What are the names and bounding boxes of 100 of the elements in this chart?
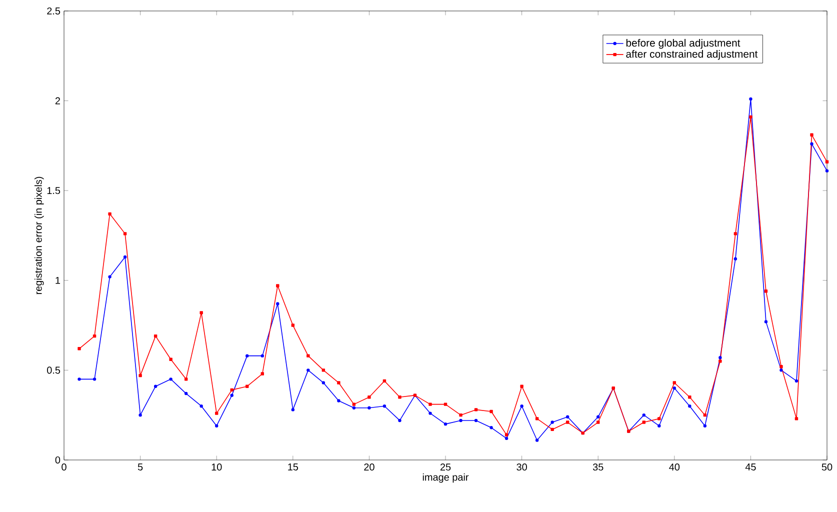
- y-tick-label: 2: [55, 97, 60, 104]
- y-axis-title: registration error (in pixels): [34, 176, 44, 294]
- point: [535, 438, 539, 442]
- point: [291, 324, 295, 327]
- point: [658, 417, 661, 420]
- legend-label: before global adjustment: [626, 38, 740, 49]
- point: [322, 368, 326, 372]
- point: [291, 408, 295, 412]
- point: [352, 402, 356, 406]
- point: [154, 334, 158, 338]
- point: [780, 364, 783, 368]
- point: [474, 408, 478, 412]
- point: [428, 412, 432, 415]
- x-tick-label: 45: [745, 464, 756, 470]
- point: [642, 413, 646, 417]
- point: [92, 334, 96, 338]
- point: [184, 392, 188, 396]
- point: [780, 368, 783, 372]
- point: [474, 418, 478, 422]
- point: [368, 406, 371, 410]
- point: [566, 420, 570, 424]
- point: [200, 404, 203, 408]
- point: [230, 394, 234, 397]
- x-tick-label: 25: [440, 464, 451, 471]
- point: [734, 257, 738, 260]
- point: [596, 420, 600, 424]
- x-tick-label: 15: [288, 464, 298, 470]
- point: [215, 412, 218, 415]
- point: [276, 302, 280, 306]
- point: [734, 232, 738, 236]
- point: [444, 402, 448, 406]
- point: [825, 160, 829, 164]
- point: [490, 426, 493, 430]
- y-tick-label: 0.5: [47, 366, 60, 374]
- point: [123, 255, 127, 259]
- point: [490, 410, 493, 414]
- point: [504, 433, 508, 436]
- point: [246, 384, 249, 388]
- x-tick-label: 20: [364, 464, 374, 471]
- point: [306, 368, 310, 372]
- point: [749, 115, 752, 119]
- point: [108, 275, 112, 278]
- point: [200, 311, 203, 314]
- x-tick-label: 5: [138, 464, 143, 470]
- point: [230, 388, 234, 392]
- point: [169, 358, 172, 362]
- point: [703, 424, 707, 428]
- x-tick-label: 10: [212, 464, 222, 471]
- point: [154, 384, 158, 388]
- point: [92, 378, 96, 381]
- point: [520, 404, 524, 408]
- point: [382, 404, 386, 408]
- point: [810, 133, 814, 137]
- x-tick-label: 0: [62, 464, 66, 471]
- point: [108, 212, 112, 216]
- point: [368, 396, 371, 399]
- point: [337, 399, 340, 402]
- point: [459, 413, 462, 417]
- point: [138, 374, 142, 378]
- point: [246, 354, 249, 358]
- legend-label: after constrained adjustment: [626, 50, 758, 60]
- point: [794, 379, 798, 383]
- point: [658, 424, 661, 428]
- point: [123, 232, 127, 236]
- point: [169, 378, 172, 381]
- point: [794, 417, 798, 420]
- point: [688, 404, 692, 408]
- x-tick-label: 35: [592, 464, 604, 471]
- point: [322, 381, 326, 384]
- x-tick-label: 50: [822, 464, 832, 471]
- point: [642, 420, 646, 424]
- point: [260, 354, 264, 358]
- point: [78, 378, 81, 381]
- point: [260, 372, 264, 376]
- point: [398, 396, 402, 399]
- x-axis-title: image pair: [422, 473, 469, 483]
- point: [672, 381, 676, 384]
- point: [749, 97, 752, 101]
- point: [398, 418, 402, 422]
- point: [138, 413, 142, 417]
- point: [306, 354, 310, 358]
- point: [215, 424, 218, 428]
- point: [703, 413, 707, 417]
- point: [550, 420, 554, 424]
- point: [550, 428, 554, 432]
- point: [672, 386, 676, 390]
- point: [504, 436, 508, 440]
- point: [718, 360, 722, 363]
- point: [444, 422, 448, 426]
- point: [78, 347, 81, 350]
- point: [352, 406, 356, 410]
- point: [596, 415, 600, 418]
- point: [428, 402, 432, 406]
- point: [337, 381, 340, 384]
- y-tick-label: 1.5: [47, 187, 60, 194]
- x-tick-label: 30: [516, 464, 527, 471]
- point: [764, 320, 768, 324]
- y-tick-label: 2.5: [47, 7, 60, 15]
- point: [184, 378, 188, 381]
- point: [825, 169, 829, 172]
